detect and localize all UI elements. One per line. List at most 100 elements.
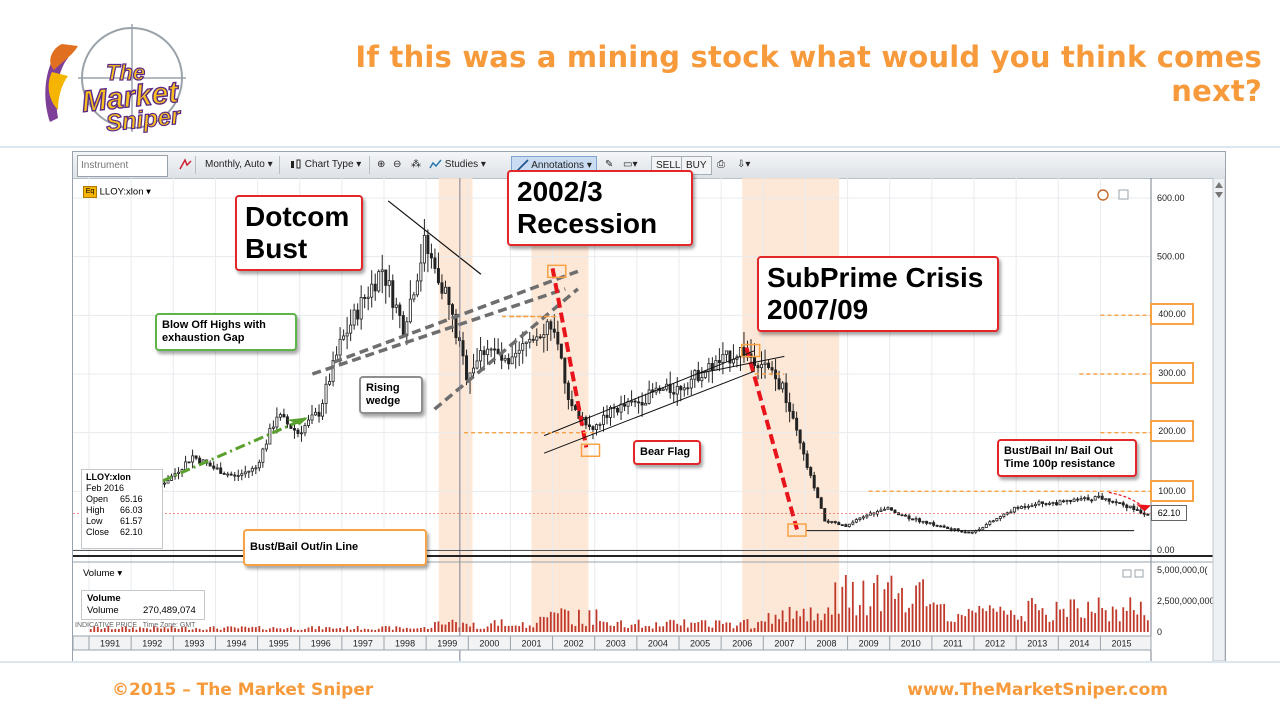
volume-bar [563, 609, 566, 632]
volume-bar [725, 622, 728, 632]
candle-body [1121, 502, 1125, 506]
volume-bar [788, 606, 791, 632]
candle-body [967, 531, 971, 534]
candle-body [331, 360, 335, 382]
candle-body [889, 507, 893, 511]
volume-bar [1027, 600, 1030, 632]
volume-bar [1090, 611, 1093, 632]
candle-body [633, 400, 637, 403]
candle-body [366, 296, 370, 299]
candle-body [679, 385, 683, 391]
volume-bar [465, 623, 468, 632]
period-label: Monthly, Auto [205, 159, 265, 170]
candle-body [812, 474, 816, 489]
candle-body [703, 370, 707, 378]
chart-type-dropdown[interactable]: Chart Type ▾ [285, 156, 365, 173]
zoom-out-icon[interactable]: ⊖ [393, 159, 402, 170]
volume-bar [995, 611, 998, 632]
volume-bar [939, 604, 942, 632]
candle-body [904, 514, 908, 517]
candle-body [594, 424, 598, 430]
candle-body [345, 332, 349, 337]
footer-website[interactable]: www.TheMarketSniper.com [907, 680, 1168, 700]
volume-bar [981, 608, 984, 632]
period-dropdown[interactable]: Monthly, Auto ▾ [205, 159, 273, 170]
volume-bar [960, 614, 963, 632]
volume-bar [202, 629, 205, 632]
volume-bar [388, 626, 391, 632]
price-level-300: 300.00 [1150, 362, 1194, 384]
volume-bar [634, 624, 637, 632]
export-icon[interactable]: ⇩▾ [737, 159, 751, 170]
volume-bar [247, 627, 250, 632]
volume-panel-title: Volume [83, 568, 115, 579]
candle-body [928, 522, 932, 525]
layout-icon[interactable]: ▭▾ [623, 159, 638, 170]
price-chart[interactable]: 0.00 100.00 200.00 300.00 400.00 500.00 600.00… [73, 178, 1225, 661]
volume-bar [321, 629, 324, 632]
volume-bar [978, 606, 981, 632]
x-tick-label: 2006 [732, 639, 752, 649]
volume-bar [609, 625, 612, 632]
volume-bar [911, 603, 914, 632]
bear-flag-mid [695, 355, 785, 375]
candle-body [647, 389, 651, 404]
eraser-icon[interactable]: ✎ [605, 159, 614, 170]
x-tick-label: 2000 [479, 639, 499, 649]
instrument-input[interactable] [77, 155, 168, 177]
price-level-100: 100.00 [1150, 480, 1194, 502]
compare-icon[interactable]: ⁂ [411, 159, 421, 170]
volume-bar [1062, 608, 1065, 632]
candle-body [995, 518, 999, 522]
candle-body [1002, 513, 1006, 517]
candle-body [503, 357, 507, 361]
info-date: Feb 2016 [86, 483, 125, 493]
volume-bar [655, 622, 658, 632]
crosshair-tool-icon[interactable] [175, 156, 196, 173]
candle-body [380, 269, 384, 273]
candle-body [1062, 500, 1066, 503]
candle-body [770, 367, 774, 371]
volume-bar [630, 624, 633, 632]
volume-bar [936, 604, 939, 632]
candle-body [212, 465, 216, 469]
volume-bar [953, 621, 956, 632]
red-drop-2007 [744, 347, 799, 531]
candle-body [781, 382, 785, 390]
volume-bar [1076, 608, 1079, 632]
y-tick-label: 0.00 [1157, 545, 1175, 555]
volume-bar [542, 616, 545, 632]
bail-in-callout: Bust/Bail In/ Bail Out Time 100p resista… [997, 439, 1137, 477]
volume-bar [1045, 614, 1047, 632]
candle-body [240, 473, 244, 476]
indicative-note: INDICATIVE PRICE , Time Zone: GMT [75, 622, 196, 629]
candle-body [559, 343, 563, 359]
print-icon[interactable]: ⎙ [717, 159, 725, 170]
candle-body [264, 443, 268, 450]
volume-bar [556, 613, 559, 632]
candle-body [254, 467, 258, 470]
zoom-in-icon[interactable]: ⊕ [377, 159, 386, 170]
price-level-400: 400.00 [1150, 303, 1194, 325]
volume-bar [265, 629, 268, 632]
studies-button[interactable]: Studies ▾ [425, 156, 490, 173]
volume-bar [585, 625, 587, 632]
info-value: 66.03 [120, 505, 143, 515]
candle-body [682, 387, 686, 391]
volume-tick-label: 2,500,000,000 [1157, 596, 1215, 606]
volume-bar [149, 629, 152, 632]
volume-bar [1020, 616, 1023, 632]
volume-bar [311, 626, 313, 632]
candle-body [925, 520, 929, 524]
candlestick-icon [291, 159, 301, 169]
volume-tick-label: 5,000,000,0( [1157, 565, 1208, 575]
candle-body [1069, 499, 1073, 502]
volume-bar [191, 629, 194, 632]
volume-bar [651, 628, 654, 632]
volume-bar [405, 627, 408, 632]
volume-bar [560, 608, 563, 632]
volume-bar [1136, 614, 1139, 632]
candle-body [760, 364, 764, 369]
x-tick-label: 1995 [269, 639, 289, 649]
candle-body [401, 315, 405, 337]
